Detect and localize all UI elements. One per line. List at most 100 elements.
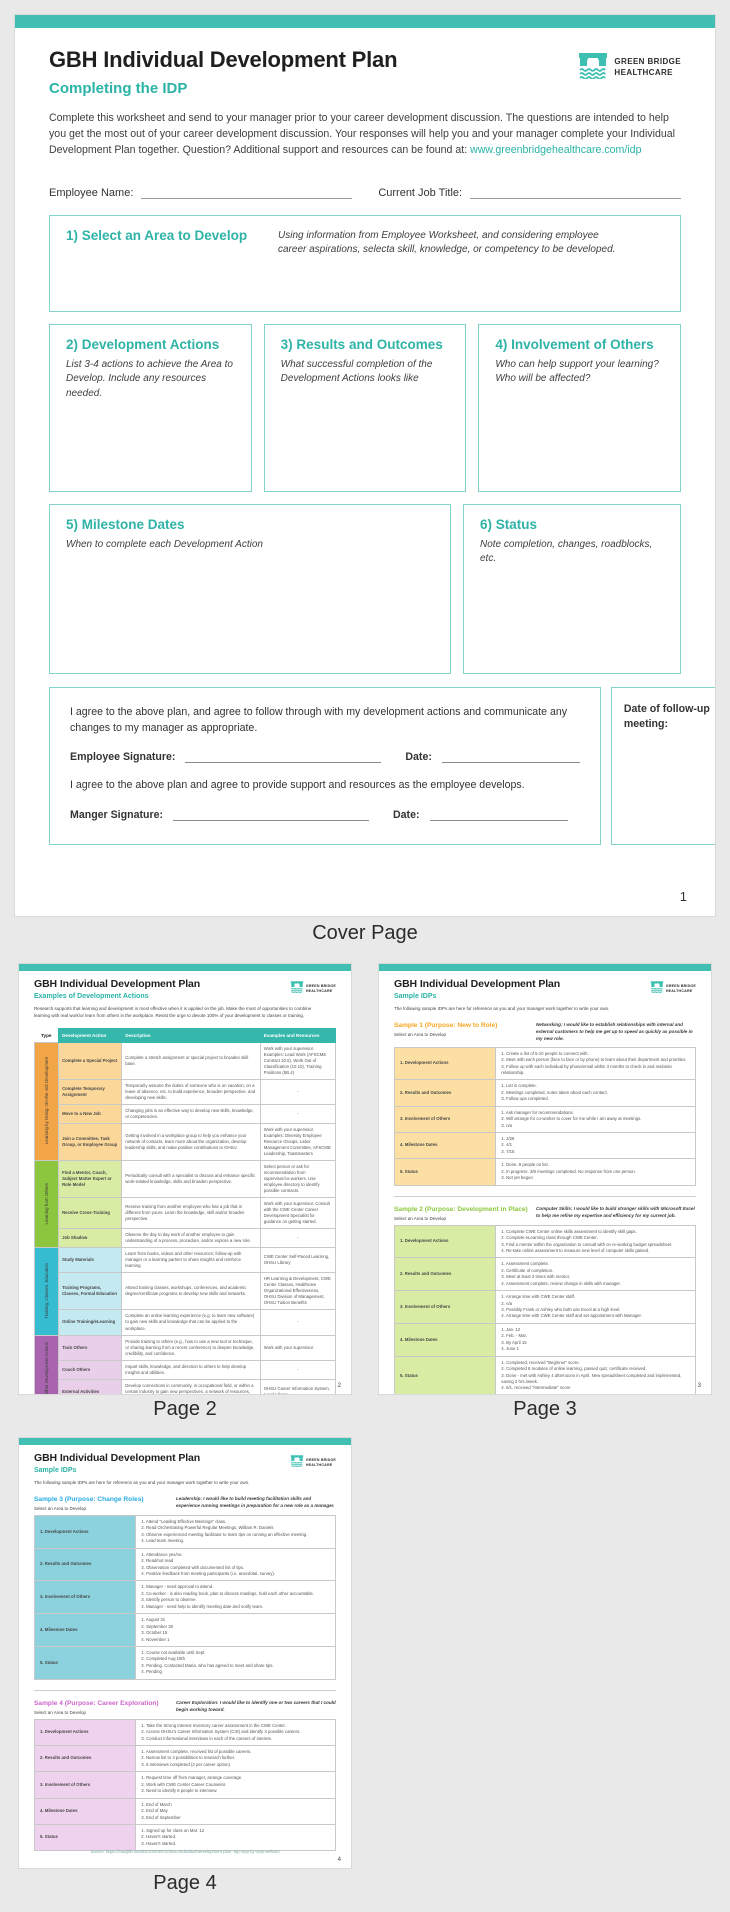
table-header-row: Type Development Action Description Exam… (34, 1027, 337, 1043)
manager-signature-line (173, 809, 370, 822)
table-row: 1. Development Actions 1. Take the Strong… (33, 1718, 336, 1747)
action-cell: Train Others (58, 1334, 123, 1361)
description-cell: Provide training to others (e.g., how to… (121, 1334, 261, 1361)
row-items-cell: 1. Done. 8 people on list. 2. In progress… (495, 1158, 696, 1186)
page-number: 3 (697, 1383, 701, 1389)
intro-paragraph: Research supports that learning and deve… (34, 1006, 312, 1018)
row-items-cell: 1. Manager - need approval to attend. 2. … (135, 1580, 336, 1615)
type-group-cell: Training, Classes, Education (33, 1247, 60, 1336)
logo-text: GREEN BRIDGE HEALTHCARE (305, 983, 336, 993)
table-row: Join a Committee, Task Group, or Employe… (35, 1123, 337, 1162)
sample-goal-text: Networking: I would like to establish re… (535, 1021, 693, 1041)
action-cell: Find a Mentor, Coach, Subject Matter Exp… (58, 1160, 123, 1199)
section-title: 4) Involvement of Others (495, 336, 654, 352)
date-label: Date: (405, 751, 432, 764)
examples-cell: - (259, 1228, 337, 1249)
intro-paragraph: Complete this worksheet and send to your… (49, 112, 675, 156)
row-label-cell: 2. Results and Outcomes (393, 1257, 497, 1292)
caption-page-4: Page 4 (153, 1872, 217, 1894)
employee-signature-line (185, 751, 382, 764)
sample-goal-text: Career Exploration: I would like to iden… (175, 1699, 336, 1712)
bridge-waves-icon (577, 51, 609, 84)
section-desc: What successful completion of the Develo… (280, 358, 433, 385)
caption-page-3: Page 3 (513, 1398, 577, 1420)
page-title: GBH Individual Development Plan (394, 978, 561, 990)
action-cell: Complete a Special Project (58, 1041, 123, 1081)
job-title-line (470, 185, 682, 199)
table-row: Coach Others Impart skills, knowledge, an… (35, 1359, 337, 1380)
table-row: 2. Results and Outcomes 1. Attendance yes… (33, 1547, 336, 1582)
green-bridge-logo: GREEN BRIDGE HEALTHCARE (290, 1454, 336, 1472)
sample-goal-text: Computer Skills: I would like to build s… (535, 1205, 695, 1218)
select-area-label: Select an Area to Develop (34, 1505, 87, 1511)
row-items-cell: 1. Request time off from manager, arrang… (135, 1771, 336, 1799)
row-items-cell: 1. Attend "Leading Effective Meetings" c… (135, 1514, 336, 1549)
row-label-cell: 1. Development Actions (393, 1046, 497, 1081)
sample-title: Sample 2 (Purpose: Development in Place) (394, 1205, 528, 1213)
table-row: 2. Results and Outcomes 1. Assessment com… (33, 1745, 336, 1773)
section-title: 1) Select an Area to Develop (66, 227, 248, 243)
bridge-waves-icon (290, 980, 304, 998)
name-title-fields: Employee Name: Current Job Title: (49, 185, 682, 199)
bridge-waves-icon (290, 1454, 304, 1472)
row-items-cell: 1. Assessment complete. 2. Certificate of… (495, 1257, 696, 1292)
employee-signature-label: Employee Signature: (70, 751, 176, 764)
page-title: GBH Individual Development Plan (49, 47, 398, 72)
row-label-cell: 4. Milestone Dates (393, 1322, 497, 1357)
cover-page-card: GBH Individual Development Plan Completi… (14, 14, 716, 917)
table-row: Other Development Actions Train Others Pro… (33, 1334, 337, 1394)
page-title: GBH Individual Development Plan (34, 978, 201, 990)
table-row: Online Training/eLearning Complete an onl… (35, 1309, 337, 1336)
table-row: Move to a New Job Changing jobs is an eff… (35, 1104, 337, 1125)
table-row: Receive Cross-Training Receive training f… (35, 1197, 337, 1230)
row-items-cell: 1. Course not available until Sept. 2. Co… (135, 1645, 336, 1680)
action-cell: Coach Others (58, 1359, 123, 1380)
section-desc: List 3-4 actions to achieve the Area to … (66, 358, 233, 399)
row-items-cell: 1. Jan. 12 2. Feb. - Mar. 3. By April 15 4.… (495, 1322, 696, 1357)
row-label-cell: 5. Status (393, 1355, 497, 1394)
description-cell: Complete a stretch assignment or special… (121, 1041, 261, 1081)
page-accent-bar (379, 964, 711, 971)
logo-text: GREEN BRIDGE HEALTHCARE (305, 1457, 336, 1467)
page4-thumbnail[interactable]: GBH Individual Development Plan Sample I… (18, 1437, 352, 1869)
table-row: Training, Classes, Education Study Materi… (33, 1247, 337, 1336)
section-box-4: 4) Involvement of Others Who can help su… (478, 323, 682, 492)
page-subtitle: Examples of Development Actions (34, 993, 149, 1000)
caption-cover-page: Cover Page (312, 922, 418, 944)
table-row: 2. Results and Outcomes 1. Assessment com… (393, 1257, 696, 1292)
development-actions-table: Type Development Action Description Exam… (33, 1027, 337, 1394)
sample-1-section: Sample 1 (Purpose: New to Role) Select a… (393, 1021, 696, 1186)
examples-cell: Select person or ask for recommendation … (259, 1160, 337, 1199)
employee-name-line (141, 185, 353, 199)
examples-cell: - (259, 1104, 337, 1125)
section-box-5: 5) Milestone Dates When to complete each… (49, 503, 451, 674)
page2-table-body: Learning by Doing: On-the-Job Developmen… (33, 1041, 337, 1394)
followup-date-label: Date of follow-up meeting: (623, 702, 710, 730)
row-label-cell: 1. Development Actions (393, 1224, 497, 1259)
section-box-1: 1) Select an Area to Develop Using infor… (49, 214, 681, 312)
row-label-cell: 2. Results and Outcomes (33, 1745, 137, 1773)
bridge-waves-icon (650, 980, 664, 998)
page-accent-bar (15, 15, 715, 28)
action-cell: Job Shadow (58, 1228, 123, 1249)
page2-thumbnail[interactable]: GBH Individual Development Plan Examples… (18, 963, 352, 1395)
examples-cell: Work with your supervisor. Examples: Div… (259, 1123, 337, 1162)
table-row: 4. Milestone Dates 1. August 31 2. Septemb… (33, 1613, 336, 1647)
sample-title: Sample 4 (Purpose: Career Exploration) (34, 1699, 159, 1707)
section-box-3: 3) Results and Outcomes What successful … (263, 323, 467, 492)
table-row: 5. Status 1. Course not available until S… (33, 1645, 336, 1680)
date-line (441, 751, 580, 764)
col-header-description: Description (121, 1027, 261, 1043)
examples-cell: CWE Center Self-Paced Learning, OHSU Lib… (259, 1247, 337, 1274)
logo-text: GREEN BRIDGE HEALTHCARE (614, 56, 681, 77)
green-bridge-logo: GREEN BRIDGE HEALTHCARE (290, 980, 336, 998)
table-row: 4. Milestone Dates 1. End of March 2. End … (33, 1797, 336, 1825)
page3-thumbnail[interactable]: GBH Individual Development Plan Sample I… (378, 963, 712, 1395)
sample-title: Sample 1 (Purpose: New to Role) (394, 1021, 498, 1029)
row-label-cell: 3. Involvement of Others (33, 1771, 137, 1799)
section-title: 6) Status (480, 516, 538, 532)
sample-goal-text: Leadership: I would like to build meetin… (175, 1495, 335, 1508)
resources-link[interactable]: www.greenbridgehealthcare.com/idp (470, 143, 642, 156)
page-title: GBH Individual Development Plan (34, 1452, 201, 1464)
row-label-cell: 4. Milestone Dates (33, 1613, 137, 1647)
